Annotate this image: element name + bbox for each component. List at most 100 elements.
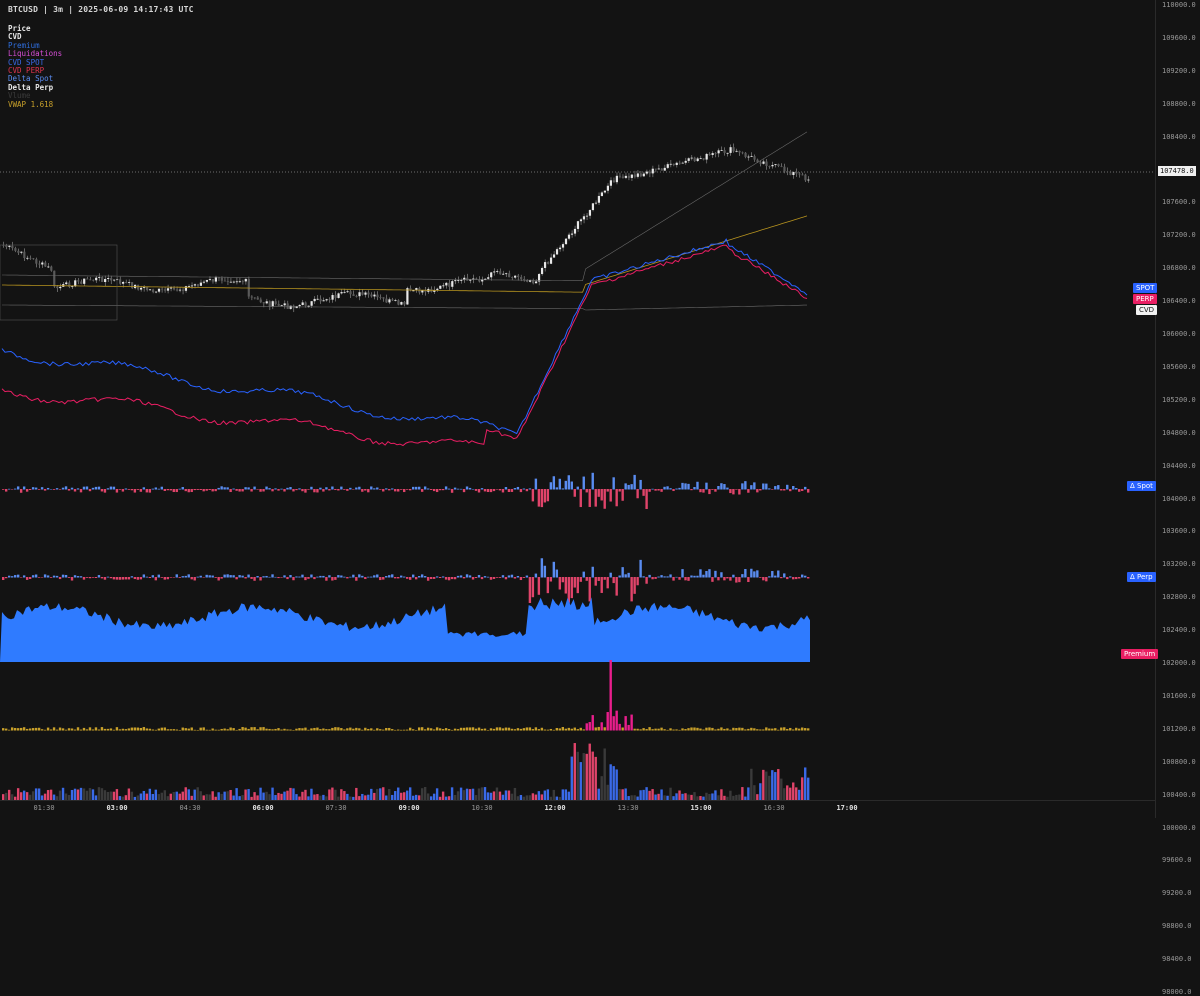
volume-bar xyxy=(762,769,765,800)
delta-perp-bar xyxy=(543,565,547,578)
price-candle xyxy=(651,168,654,174)
liquidation-bar xyxy=(771,728,774,731)
volume-bar xyxy=(283,791,286,800)
volume-bar xyxy=(636,796,639,800)
volume-bar xyxy=(130,791,134,800)
delta-perp-bar xyxy=(507,575,511,578)
volume-bar xyxy=(588,743,591,800)
liquidation-bar xyxy=(265,728,268,731)
delta-spot-bar xyxy=(85,486,89,490)
volume-bar xyxy=(316,794,319,800)
price-candle xyxy=(618,175,621,177)
delta-perp-bar xyxy=(178,577,181,578)
chart-plot-area[interactable] xyxy=(0,0,1155,800)
price-candle xyxy=(744,152,747,157)
delta-spot-bar xyxy=(654,489,657,491)
delta-perp-bar xyxy=(52,575,56,578)
delta-perp-bar xyxy=(582,571,585,578)
liquidation-bar xyxy=(720,727,723,731)
delta-perp-bar xyxy=(789,576,792,578)
delta-spot-bar xyxy=(28,489,32,491)
price-candle xyxy=(113,279,116,281)
price-tick-label: 99200.0 xyxy=(1162,889,1192,898)
liquidation-bar xyxy=(94,727,98,731)
delta-perp-bar xyxy=(94,577,98,579)
liquidation-bar xyxy=(91,729,95,731)
volume-bar xyxy=(307,796,310,800)
price-candle xyxy=(373,294,376,297)
delta-perp-bar xyxy=(618,575,621,578)
liquidation-bar xyxy=(600,722,603,731)
price-candle xyxy=(555,249,559,255)
delta-spot-bar xyxy=(639,479,642,490)
liquidation-bar xyxy=(423,729,427,731)
delta-spot-bar xyxy=(585,489,588,493)
liquidation-bar xyxy=(681,728,684,731)
price-candle xyxy=(190,285,194,287)
volume-bar xyxy=(337,796,340,800)
price-candle xyxy=(274,301,277,304)
liquidation-bar xyxy=(483,728,487,731)
liquidation-bar xyxy=(780,727,783,731)
delta-perp-bar xyxy=(546,577,550,594)
price-candle xyxy=(17,250,20,253)
price-candle xyxy=(307,305,310,307)
delta-spot-bar xyxy=(253,486,256,490)
delta-perp-bar xyxy=(552,561,556,578)
price-candle xyxy=(346,291,349,293)
price-candle xyxy=(214,277,217,282)
price-candle xyxy=(400,302,403,305)
legend-item: Vlume xyxy=(8,91,31,101)
delta-perp-bar xyxy=(61,574,65,578)
liquidation-bar xyxy=(786,728,789,731)
price-candle xyxy=(53,270,56,287)
delta-perp-bar xyxy=(738,577,741,583)
delta-spot-bar xyxy=(444,486,448,490)
price-candle xyxy=(792,171,795,176)
volume-bar xyxy=(624,788,627,800)
delta-perp-bar xyxy=(708,569,711,578)
price-axis[interactable]: 110000.0 109600.0 109200.0 108800.0 108400.0… xyxy=(1155,0,1200,996)
time-axis[interactable]: 01:30 03:00 04:30 06:00 07:30 09:00 10:30 12:00… xyxy=(0,800,1155,819)
volume-bar xyxy=(214,796,217,800)
volume-bar xyxy=(654,794,657,800)
liquidation-bar xyxy=(672,729,675,731)
delta-perp-bar xyxy=(145,576,149,578)
liquidation-bar xyxy=(277,728,280,731)
delta-spot-bar xyxy=(741,483,744,490)
liquidation-bar xyxy=(142,727,146,731)
volume-bar xyxy=(750,768,753,800)
delta-spot-bar xyxy=(58,489,62,490)
liquidation-bar xyxy=(2,728,5,731)
liquidation-bar xyxy=(804,728,807,731)
price-candle xyxy=(639,173,642,177)
cvd-spot-tag: SPOT xyxy=(1133,283,1158,293)
delta-perp-bar xyxy=(444,577,448,580)
liquidation-bar xyxy=(450,729,454,731)
volume-bar xyxy=(220,793,223,800)
delta-spot-bar xyxy=(340,486,343,490)
delta-spot-bar xyxy=(603,489,606,509)
time-tick-label: 15:00 xyxy=(690,804,712,812)
delta-perp-bar xyxy=(750,568,753,578)
delta-perp-bar xyxy=(124,577,128,580)
delta-spot-bar xyxy=(789,489,792,492)
delta-perp-bar xyxy=(358,574,361,578)
liquidation-bar xyxy=(714,729,717,731)
price-candle xyxy=(268,301,271,307)
price-candle xyxy=(603,190,607,193)
delta-perp-bar xyxy=(355,577,358,581)
delta-spot-bar xyxy=(148,489,152,493)
delta-perp-bar xyxy=(468,575,472,578)
volume-bar xyxy=(52,794,56,800)
price-candle xyxy=(107,278,110,279)
liquidation-bar xyxy=(208,729,211,731)
volume-bar xyxy=(522,796,526,800)
delta-spot-bar xyxy=(373,488,376,490)
volume-bar xyxy=(286,790,289,800)
price-candle xyxy=(83,278,86,284)
volume-bar xyxy=(403,792,406,800)
delta-perp-bar xyxy=(163,577,166,580)
delta-perp-bar xyxy=(576,577,579,594)
volume-bar xyxy=(600,776,603,800)
